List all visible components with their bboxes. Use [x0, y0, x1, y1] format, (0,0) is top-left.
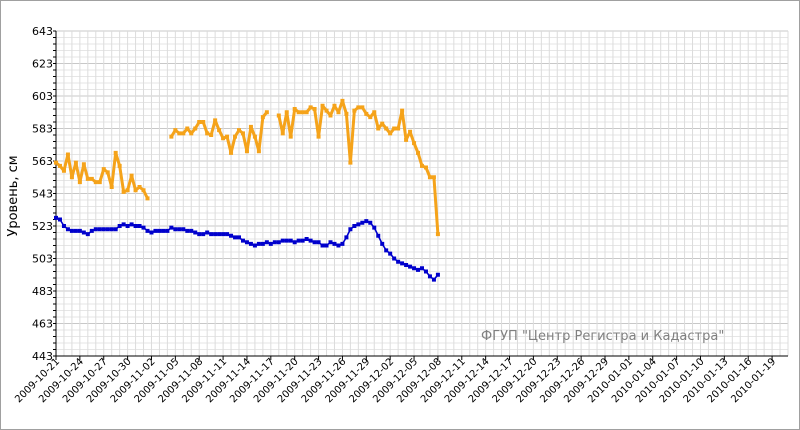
y-tick-label: 543 [32, 188, 53, 201]
y-tick-label: 483 [32, 285, 53, 298]
series-2-line [55, 217, 439, 281]
y-tick-label: 563 [32, 155, 53, 168]
y-tick-label: 583 [32, 123, 53, 136]
x-axis-ticks: 2009-10-212009-10-242009-10-272009-10-30… [13, 356, 778, 405]
watermark-text: ФГУП "Центр Регистра и Кадастра" [481, 329, 724, 344]
series-layer [54, 98, 440, 282]
series-1-line [170, 111, 269, 155]
grid [55, 30, 789, 357]
y-tick-label: 503 [32, 253, 53, 266]
y-tick-label: 463 [32, 318, 53, 331]
y-axis-label: Уровень, см [6, 155, 21, 236]
series-1-line [277, 99, 440, 235]
series-1-line [55, 151, 149, 200]
y-tick-label: 603 [32, 90, 53, 103]
y-tick-label: 623 [32, 58, 53, 71]
y-tick-label: 443 [32, 350, 53, 363]
y-tick-label: 523 [32, 220, 53, 233]
y-axis-ticks: 443 463 483 503 523 543 563 583 603 623 643 [32, 25, 56, 363]
y-tick-label: 643 [32, 25, 53, 38]
